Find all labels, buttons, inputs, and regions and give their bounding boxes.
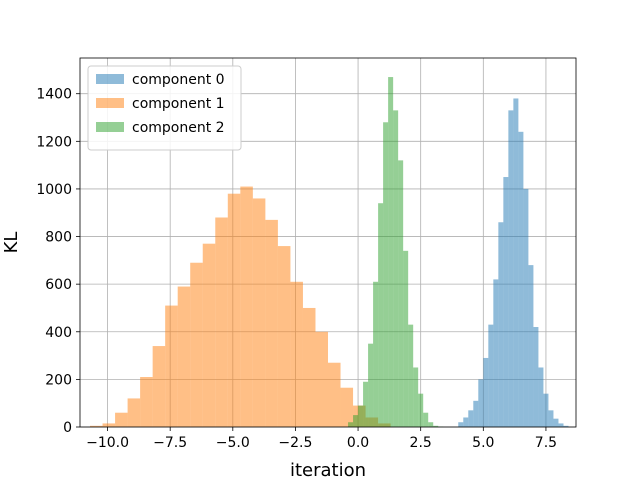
histogram-bar [423,412,429,427]
axes-frame [79,57,577,428]
y-axis-ticks: 0 200 400 600 800 1000 1200 1400 [36,87,80,436]
y-axis-label: KL [1,232,22,254]
histogram-bar [523,188,529,427]
legend-label: component 2 [132,120,225,136]
histogram-bar [548,410,554,427]
histogram-bar [528,265,534,427]
histogram-bar [127,398,141,427]
histogram-bar [383,122,389,428]
x-axis-label: iteration [290,460,366,480]
histogram-bar [393,110,399,427]
histogram-bar [368,343,374,427]
histogram-bar [483,357,489,427]
histogram-bar [202,243,216,427]
legend-swatch [96,74,124,84]
histogram-bar [488,324,494,427]
x-tick-label: 2.5 [410,435,432,451]
histogram-bar [403,250,409,427]
legend-swatch [96,98,124,108]
x-tick-label: −5.0 [216,435,250,451]
histogram-bar [373,281,379,427]
histogram-bar [473,400,479,427]
histogram-bar [538,367,544,427]
histogram-bar [348,422,354,427]
histogram-bar [493,279,499,427]
y-tick-label: 200 [45,372,72,388]
histogram-bar [513,98,519,427]
histogram-bar [433,425,439,427]
histogram-bar [413,367,419,427]
histogram-bar [463,417,469,427]
y-tick-label: 0 [63,420,72,436]
histogram-bar [388,77,394,427]
y-tick-label: 800 [45,230,72,246]
histogram-bar [533,327,539,427]
histogram-bar [165,305,178,427]
histogram-bar [543,393,549,427]
x-axis-ticks: −10.0 −7.5 −5.0 −2.5 0.0 2.5 5.0 7.5 [86,427,557,451]
histogram-bar [265,219,278,427]
histogram-bar [363,381,369,427]
histogram-bar [340,387,354,427]
y-tick-label: 600 [45,277,72,293]
series-2-bars [348,77,444,428]
x-tick-label: −7.5 [153,435,187,451]
histogram-bar [315,331,328,427]
histogram-bar [302,307,316,427]
histogram-bar [503,177,509,427]
histogram-bar [418,393,424,427]
histogram-bar [408,324,414,427]
x-tick-label: 5.0 [472,435,494,451]
x-tick-label: −2.5 [278,435,312,451]
histogram-bar [353,415,359,427]
histogram-bar [478,379,484,427]
histogram-bar [508,110,514,427]
histogram-bar [140,377,153,427]
histogram-bar [558,423,564,427]
histogram-bar [102,423,116,427]
histogram-bar [398,160,404,427]
histogram-bar [177,286,191,427]
series-0-bars [458,98,569,428]
x-tick-label: 7.5 [535,435,557,451]
histogram-bar [378,203,384,427]
legend: component 0 component 1 component 2 [87,65,242,151]
histogram-bar [152,346,166,427]
histogram-bar [468,410,474,427]
histogram-bar [290,281,303,427]
legend-label: component 1 [132,96,225,112]
y-tick-label: 1400 [36,87,72,103]
histogram-bar [215,217,228,427]
histogram-bar [252,198,266,427]
y-tick-label: 1000 [36,182,72,198]
histogram-bar [90,425,103,427]
legend-label: component 0 [132,72,225,88]
y-tick-label: 1200 [36,134,72,150]
histogram-bar [518,131,524,428]
histogram-bar [240,186,253,427]
histogram-bar [277,246,291,427]
histogram-bar [328,362,341,427]
legend-swatch [96,122,124,132]
legend-box [87,65,242,151]
x-tick-label: −10.0 [86,435,129,451]
histogram-bar [428,422,434,427]
y-tick-label: 400 [45,325,72,341]
histogram-bar [115,412,128,427]
histogram-bar [190,262,203,427]
histogram-bars [90,77,569,428]
histogram-bar [498,222,504,427]
histogram-bar [553,418,559,427]
histogram-bar [227,193,241,427]
histogram-bar [458,422,464,427]
histogram-bar [563,425,569,427]
histogram-bar [358,405,364,427]
x-tick-label: 0.0 [347,435,369,451]
